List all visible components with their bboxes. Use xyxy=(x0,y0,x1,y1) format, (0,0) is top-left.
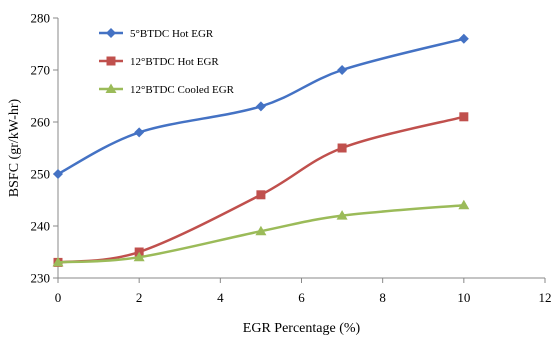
x-tick-label: 0 xyxy=(55,290,62,305)
data-point xyxy=(255,101,266,112)
x-tick-label: 8 xyxy=(379,290,386,305)
x-tick-label: 12 xyxy=(539,290,551,305)
data-point xyxy=(458,33,469,44)
y-tick-label: 240 xyxy=(31,219,51,234)
x-tick-label: 4 xyxy=(217,290,224,305)
data-point xyxy=(53,169,63,179)
y-tick-label: 280 xyxy=(31,11,51,26)
series-1 xyxy=(53,33,469,179)
y-tick-label: 270 xyxy=(31,63,51,78)
y-tick-label: 250 xyxy=(31,167,51,182)
x-tick-label: 10 xyxy=(457,290,470,305)
y-tick-label: 260 xyxy=(31,115,51,130)
y-axis-label: BSFC (gr/kW-hr) xyxy=(7,98,22,197)
data-point xyxy=(52,256,64,267)
series-layer xyxy=(52,33,470,267)
legend-marker xyxy=(105,83,117,93)
data-point xyxy=(458,199,470,210)
data-point xyxy=(255,225,267,236)
series-line xyxy=(57,115,465,264)
legend-label: 5°BTDC Hot EGR xyxy=(130,28,214,40)
x-tick-label: 6 xyxy=(298,290,305,305)
data-point xyxy=(134,127,145,138)
legend-marker xyxy=(106,28,116,38)
x-tick-label: 2 xyxy=(136,290,143,305)
data-point xyxy=(133,251,145,262)
data-point xyxy=(459,112,469,122)
legend-marker xyxy=(106,56,116,66)
x-axis-label: EGR Percentage (%) xyxy=(243,321,361,336)
series-2 xyxy=(53,112,469,267)
legend: 5°BTDC Hot EGR 12°BTDC Hot EGR 12°BTDC Coo… xyxy=(99,28,235,96)
data-point xyxy=(256,190,266,200)
data-point xyxy=(337,65,348,75)
y-tick-label: 230 xyxy=(31,271,51,286)
data-point xyxy=(337,143,347,153)
legend-label: 12°BTDC Cooled EGR xyxy=(130,84,235,96)
legend-label: 12°BTDC Hot EGR xyxy=(130,56,219,68)
axes: 230 240 250 260 270 280 0 2 4 6 8 10 12 xyxy=(31,11,551,306)
series-3 xyxy=(52,199,470,267)
data-point xyxy=(336,210,348,220)
